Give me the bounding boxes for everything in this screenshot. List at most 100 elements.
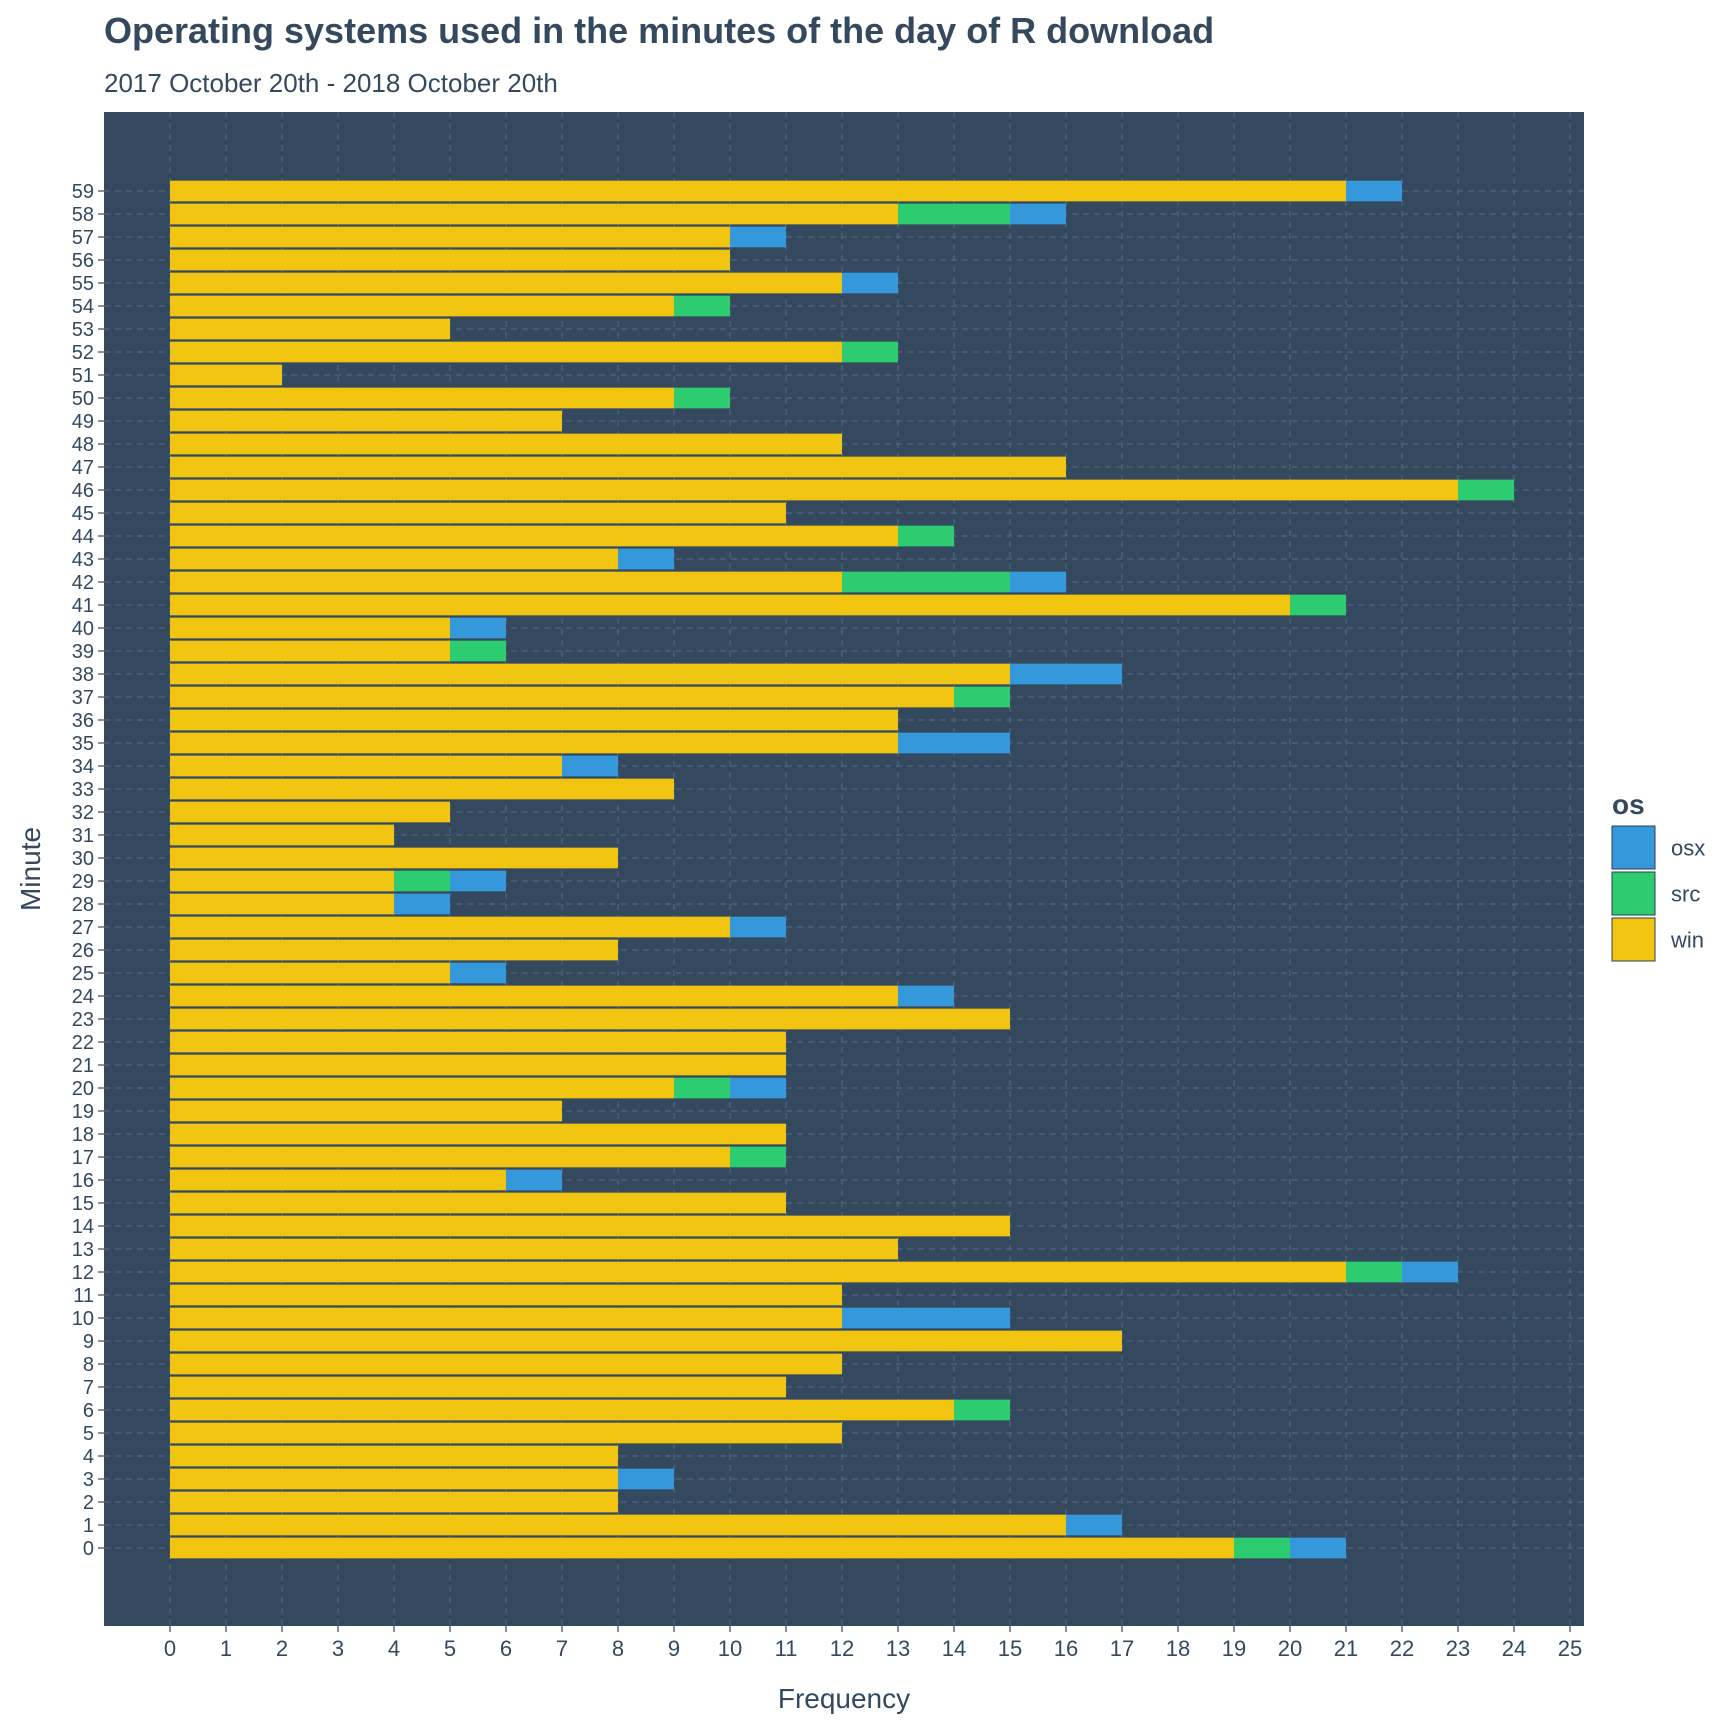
x-tick-label: 1 <box>220 1636 232 1661</box>
bar-win-minute-14 <box>170 1215 1010 1237</box>
legend-label-src: src <box>1671 882 1700 907</box>
x-tick-label: 7 <box>556 1636 568 1661</box>
bar-osx-minute-16 <box>506 1169 562 1191</box>
bar-win-minute-9 <box>170 1330 1122 1352</box>
bar-win-minute-58 <box>170 203 898 225</box>
y-tick-label: 48 <box>72 434 94 456</box>
bar-src-minute-39 <box>450 640 506 662</box>
bar-win-minute-40 <box>170 617 450 639</box>
bar-src-minute-46 <box>1458 479 1514 501</box>
bar-src-minute-42 <box>842 571 1010 593</box>
y-tick-label: 25 <box>72 963 94 985</box>
y-tick-label: 54 <box>72 296 94 318</box>
bar-win-minute-5 <box>170 1422 842 1444</box>
x-tick-label: 0 <box>164 1636 176 1661</box>
y-tick-label: 10 <box>72 1308 94 1330</box>
bar-win-minute-20 <box>170 1077 674 1099</box>
bar-win-minute-36 <box>170 709 898 731</box>
y-tick-label: 18 <box>72 1124 94 1146</box>
y-tick-label: 39 <box>72 641 94 663</box>
x-tick-label: 10 <box>718 1636 742 1661</box>
bar-win-minute-16 <box>170 1169 506 1191</box>
bar-win-minute-49 <box>170 410 562 432</box>
bar-src-minute-37 <box>954 686 1010 708</box>
bar-win-minute-45 <box>170 502 786 524</box>
y-tick-label: 32 <box>72 802 94 824</box>
bar-osx-minute-57 <box>730 226 786 248</box>
bar-win-minute-37 <box>170 686 954 708</box>
bar-osx-minute-0 <box>1290 1537 1346 1559</box>
bar-osx-minute-24 <box>898 985 954 1007</box>
y-tick-label: 35 <box>72 733 94 755</box>
y-tick-label: 38 <box>72 664 94 686</box>
y-tick-label: 16 <box>72 1170 94 1192</box>
bar-win-minute-47 <box>170 456 1066 478</box>
bar-win-minute-13 <box>170 1238 898 1260</box>
bar-win-minute-33 <box>170 778 674 800</box>
y-tick-label: 36 <box>72 710 94 732</box>
y-tick-label: 29 <box>72 871 94 893</box>
y-tick-label: 14 <box>72 1216 94 1238</box>
bar-win-minute-39 <box>170 640 450 662</box>
y-tick-label: 8 <box>83 1354 94 1376</box>
bar-win-minute-4 <box>170 1445 618 1467</box>
y-tick-label: 23 <box>72 1009 94 1031</box>
bar-src-minute-52 <box>842 341 898 363</box>
y-tick-label: 9 <box>83 1331 94 1353</box>
chart-subtitle: 2017 October 20th - 2018 October 20th <box>104 68 558 98</box>
x-tick-label: 24 <box>1502 1636 1526 1661</box>
legend-key-win <box>1611 917 1656 962</box>
bar-src-minute-17 <box>730 1146 786 1168</box>
x-tick-label: 21 <box>1334 1636 1358 1661</box>
bar-osx-minute-29 <box>450 870 506 892</box>
y-tick-label: 5 <box>83 1423 94 1445</box>
y-tick-label: 46 <box>72 480 94 502</box>
bar-osx-minute-43 <box>618 548 674 570</box>
bar-win-minute-31 <box>170 824 394 846</box>
y-tick-label: 55 <box>72 273 94 295</box>
x-tick-label: 14 <box>942 1636 966 1661</box>
bar-win-minute-19 <box>170 1100 562 1122</box>
x-tick-label: 16 <box>1054 1636 1078 1661</box>
bar-osx-minute-27 <box>730 916 786 938</box>
bar-win-minute-15 <box>170 1192 786 1214</box>
y-tick-label: 4 <box>83 1446 94 1468</box>
y-tick-label: 41 <box>72 595 94 617</box>
x-tick-label: 20 <box>1278 1636 1302 1661</box>
y-tick-label: 44 <box>72 526 94 548</box>
bar-win-minute-26 <box>170 939 618 961</box>
bar-osx-minute-35 <box>898 732 1010 754</box>
y-tick-label: 53 <box>72 319 94 341</box>
bar-win-minute-51 <box>170 364 282 386</box>
y-tick-label: 17 <box>72 1147 94 1169</box>
y-tick-label: 11 <box>73 1285 94 1307</box>
bar-win-minute-54 <box>170 295 674 317</box>
x-tick-label: 19 <box>1222 1636 1246 1661</box>
y-tick-label: 22 <box>72 1032 94 1054</box>
bar-win-minute-59 <box>170 180 1346 202</box>
bar-win-minute-30 <box>170 847 618 869</box>
y-tick-label: 21 <box>72 1055 94 1077</box>
bar-win-minute-25 <box>170 962 450 984</box>
bar-win-minute-43 <box>170 548 618 570</box>
bar-win-minute-53 <box>170 318 450 340</box>
y-tick-label: 59 <box>72 181 94 203</box>
bar-osx-minute-58 <box>1010 203 1066 225</box>
bar-src-minute-44 <box>898 525 954 547</box>
bar-win-minute-24 <box>170 985 898 1007</box>
x-tick-label: 12 <box>830 1636 854 1661</box>
bar-win-minute-3 <box>170 1468 618 1490</box>
bar-win-minute-10 <box>170 1307 842 1329</box>
bar-win-minute-35 <box>170 732 898 754</box>
bar-src-minute-41 <box>1290 594 1346 616</box>
bar-src-minute-29 <box>394 870 450 892</box>
x-tick-label: 5 <box>444 1636 456 1661</box>
x-tick-label: 22 <box>1390 1636 1414 1661</box>
bar-win-minute-32 <box>170 801 450 823</box>
x-tick-label: 25 <box>1558 1636 1582 1661</box>
y-tick-label: 6 <box>83 1400 94 1422</box>
bar-win-minute-17 <box>170 1146 730 1168</box>
bar-win-minute-23 <box>170 1008 1010 1030</box>
y-tick-label: 45 <box>72 503 94 525</box>
bar-win-minute-7 <box>170 1376 786 1398</box>
